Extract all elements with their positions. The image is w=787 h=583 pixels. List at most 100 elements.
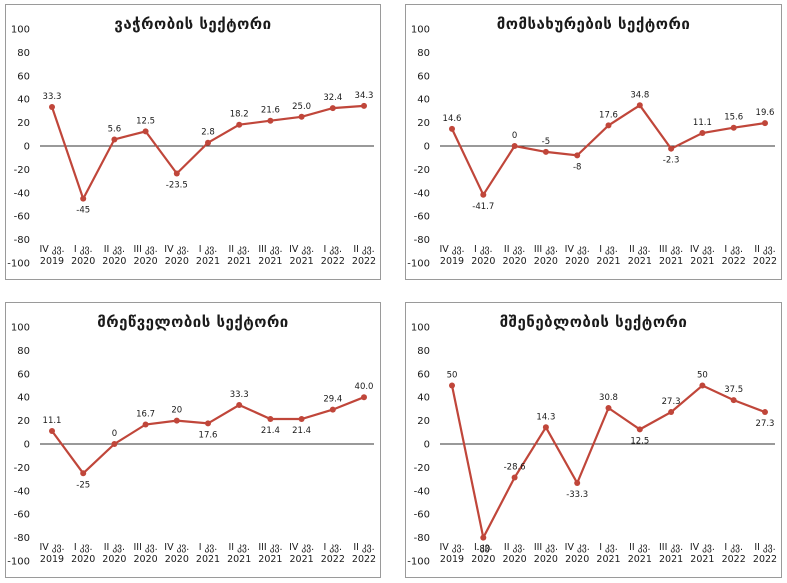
data-point — [111, 441, 118, 447]
x-tick-label-quarter: IV კვ. — [439, 542, 464, 553]
data-label: 40.0 — [355, 382, 374, 392]
y-tick-label: -80 — [414, 533, 430, 544]
x-tick-label-year: 2022 — [321, 256, 345, 267]
data-point — [49, 428, 55, 435]
data-point — [267, 117, 274, 124]
y-tick-label: -40 — [414, 188, 430, 199]
y-tick-label: -100 — [407, 557, 430, 568]
x-tick-label-year: 2021 — [659, 256, 683, 267]
data-point — [298, 415, 305, 422]
x-tick-label-quarter: IV კვ. — [164, 542, 189, 553]
x-tick-label-quarter: I კვ. — [74, 542, 93, 553]
data-label: -28.6 — [504, 462, 526, 472]
x-tick-label-quarter: III კვ. — [258, 542, 282, 553]
y-tick-label: -80 — [14, 235, 30, 246]
data-point — [574, 479, 581, 486]
x-tick-label-year: 2021 — [258, 554, 282, 565]
y-tick-label: 100 — [411, 323, 430, 334]
x-tick-label-year: 2020 — [503, 256, 527, 267]
x-tick-label-quarter: III კვ. — [659, 542, 683, 553]
y-tick-label: 60 — [17, 369, 30, 380]
x-tick-label-quarter: I კვ. — [199, 244, 218, 255]
y-tick-label: 80 — [417, 48, 430, 59]
x-tick-label-quarter: III კვ. — [134, 244, 158, 255]
x-tick-label-year: 2020 — [565, 256, 589, 267]
chart-panel-trade: ვაჭრობის სექტორი 100 80 60 40 20 0 -20 -40 -60 -8… — [5, 4, 381, 280]
x-tick-label-year: 2021 — [227, 256, 251, 267]
x-tick-label-year: 2020 — [71, 554, 95, 565]
x-tick-label-quarter: II კვ. — [353, 244, 374, 255]
chart-panel-construction: მშენებლობის სექტორი 100 80 60 40 20 0 -20 -40 -6… — [405, 302, 782, 578]
data-point — [730, 124, 737, 131]
x-tick-label-year: 2020 — [565, 554, 589, 565]
x-tick-label-quarter: III კვ. — [659, 244, 683, 255]
y-tick-label: 0 — [24, 440, 30, 451]
data-point — [762, 120, 768, 127]
x-tick-label-year: 2020 — [71, 256, 95, 267]
y-tick-label: 40 — [17, 393, 30, 404]
x-tick-label-year: 2021 — [196, 256, 220, 267]
data-point — [361, 102, 367, 109]
x-tick-label-quarter: II კვ. — [229, 542, 250, 553]
data-label: 50 — [697, 371, 708, 381]
data-point — [80, 470, 87, 477]
x-tick-label-quarter: I კვ. — [474, 244, 493, 255]
data-label: 15.6 — [724, 113, 743, 123]
data-label: 33.3 — [43, 92, 62, 102]
x-tick-label-quarter: I კვ. — [199, 542, 218, 553]
y-tick-label: -60 — [14, 510, 30, 521]
y-tick-label: 0 — [424, 440, 430, 451]
data-point — [173, 417, 180, 424]
y-tick-label: -60 — [414, 510, 430, 521]
x-tick-label-year: 2021 — [690, 256, 714, 267]
x-tick-label-quarter: I კვ. — [599, 244, 618, 255]
x-tick-label-year: 2019 — [440, 554, 464, 565]
x-tick-label-year: 2020 — [102, 554, 126, 565]
data-point — [574, 152, 581, 159]
data-point — [480, 534, 487, 541]
data-label: 19.6 — [756, 108, 775, 118]
data-label: 27.3 — [756, 419, 775, 429]
y-tick-label: -40 — [14, 188, 30, 199]
data-point — [542, 148, 549, 155]
y-tick-label: -80 — [14, 533, 30, 544]
y-tick-label: 60 — [17, 71, 30, 82]
y-tick-label: -40 — [14, 486, 30, 497]
x-tick-label-year: 2021 — [258, 256, 282, 267]
y-tick-label: 20 — [417, 416, 430, 427]
y-tick-label: 100 — [11, 25, 30, 36]
x-tick-label-quarter: IV კვ. — [39, 542, 64, 553]
data-label: 25.0 — [292, 102, 311, 112]
x-tick-label-quarter: I კვ. — [599, 542, 618, 553]
data-label: 21.6 — [261, 106, 280, 116]
data-point — [236, 121, 243, 128]
data-point — [205, 420, 211, 427]
data-point — [449, 382, 455, 389]
data-label: -80 — [476, 545, 490, 555]
data-point — [267, 415, 274, 422]
x-tick-label-quarter: II კვ. — [353, 542, 374, 553]
y-tick-label: 20 — [17, 118, 30, 129]
data-label: 34.8 — [630, 90, 649, 100]
data-label: -8 — [573, 162, 581, 172]
chart-panel-industry: მრეწველობის სექტორი 100 80 60 40 20 0 -20 -40 -6… — [5, 302, 381, 578]
data-point — [762, 409, 768, 416]
data-label: 2.8 — [201, 128, 215, 138]
data-point — [173, 170, 180, 177]
y-tick-label: 0 — [424, 142, 430, 153]
data-point — [236, 402, 243, 409]
x-tick-label-year: 2020 — [503, 554, 527, 565]
data-label: -25 — [76, 480, 90, 490]
data-label: -23.5 — [166, 180, 188, 190]
x-tick-label-year: 2021 — [227, 554, 251, 565]
x-tick-label-year: 2022 — [722, 256, 746, 267]
x-tick-label-quarter: II კვ. — [504, 542, 525, 553]
x-tick-label-year: 2020 — [134, 554, 158, 565]
data-label: 14.6 — [443, 114, 462, 124]
y-tick-label: -20 — [414, 463, 430, 474]
x-tick-label-year: 2020 — [471, 256, 495, 267]
data-point — [329, 105, 336, 112]
